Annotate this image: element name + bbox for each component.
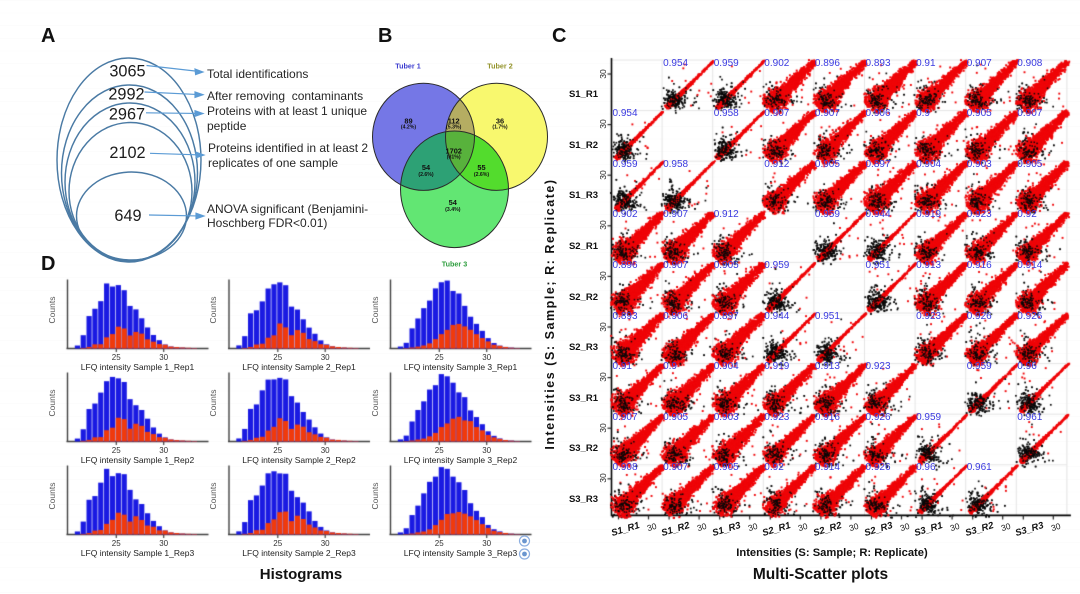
svg-text:(4.2%): (4.2%) — [401, 124, 417, 130]
svg-text:Tuber 2: Tuber 2 — [487, 62, 512, 71]
svg-text:2967: 2967 — [109, 105, 145, 123]
svg-text:3065: 3065 — [109, 63, 145, 81]
svg-text:(5.3%): (5.3%) — [446, 124, 462, 130]
svg-text:54: 54 — [449, 198, 458, 207]
svg-text:(2.6%): (2.6%) — [474, 172, 490, 178]
svg-text:Tuber 1: Tuber 1 — [395, 62, 420, 71]
svg-text:112: 112 — [448, 117, 460, 126]
svg-text:649: 649 — [114, 207, 141, 225]
svg-text:54: 54 — [422, 163, 431, 172]
svg-text:36: 36 — [496, 117, 504, 126]
svg-text:(2.6%): (2.6%) — [418, 172, 434, 178]
svg-text:2992: 2992 — [108, 85, 144, 103]
svg-text:2102: 2102 — [109, 144, 145, 162]
svg-text:(81%): (81%) — [447, 154, 461, 160]
svg-text:89: 89 — [404, 117, 412, 126]
svg-text:(3.4%): (3.4%) — [445, 207, 461, 213]
svg-text:55: 55 — [477, 163, 485, 172]
svg-text:1702: 1702 — [445, 147, 461, 156]
svg-text:(1.7%): (1.7%) — [492, 124, 508, 130]
